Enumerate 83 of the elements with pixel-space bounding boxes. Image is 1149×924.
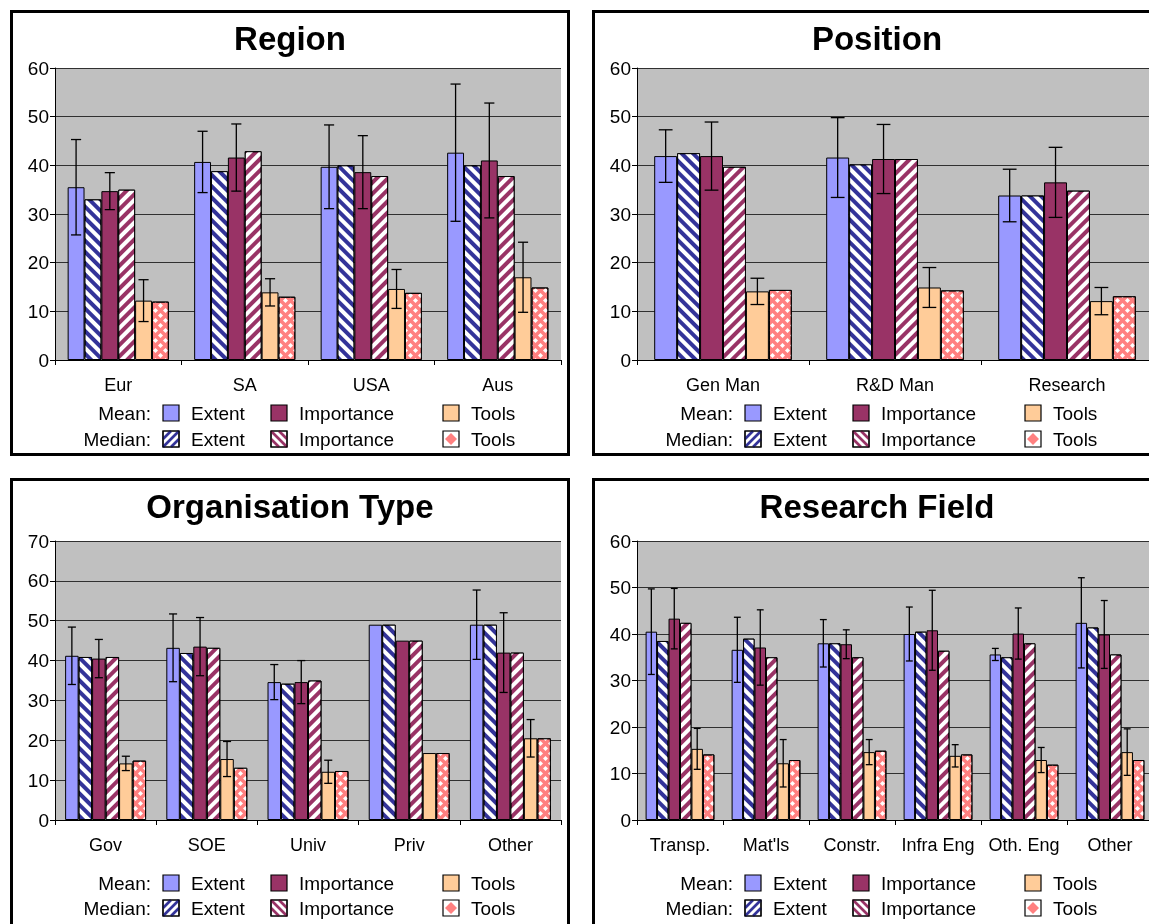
y-tick-label: 40 [609, 623, 631, 645]
y-tick-label: 0 [620, 809, 631, 831]
legend-label: Importance [299, 428, 395, 450]
legend-label: Tools [1053, 897, 1098, 919]
legend-label: Tools [471, 428, 516, 450]
x-tick-label: Transp. [649, 835, 711, 855]
text: Mean: [98, 402, 151, 424]
x-tick-label: Other [1087, 835, 1133, 855]
legend-label: Extent [773, 897, 828, 919]
legend-label: Extent [773, 402, 828, 424]
legend-label: Extent [773, 428, 828, 450]
y-tick-label: 60 [609, 57, 631, 79]
legend-label: Tools [1053, 428, 1098, 450]
text: Median: [665, 897, 733, 919]
x-tick-label: Eur [104, 375, 133, 395]
x-tick-label: Univ [289, 835, 327, 855]
legend-label: Extent [191, 872, 246, 894]
legend-label: Tools [1053, 872, 1098, 894]
text: Mean: [680, 402, 733, 424]
y-tick-label: 40 [27, 154, 49, 176]
legend-label: Tools [471, 402, 516, 424]
x-tick-label: Research [1028, 375, 1106, 395]
chart-title: Organisation Type [146, 488, 434, 525]
legend-label: Importance [881, 402, 977, 424]
y-tick-label: 50 [609, 577, 631, 598]
y-tick-label: 20 [27, 729, 49, 751]
legend-label: Tools [471, 872, 516, 894]
y-tick-label: 40 [27, 650, 49, 672]
x-tick-label: R&D Man [855, 375, 935, 395]
y-tick-label: 10 [609, 300, 631, 322]
y-tick-label: 20 [609, 716, 631, 738]
text: Median: [83, 897, 151, 919]
legend-label: Importance [299, 897, 395, 919]
y-tick-label: 10 [27, 300, 49, 322]
y-tick-label: 20 [609, 252, 631, 274]
chart-title: Position [811, 20, 943, 57]
legend-label: Importance [881, 897, 977, 919]
legend-label: Tools [1053, 402, 1098, 424]
x-tick-label: Aus [482, 375, 514, 395]
x-tick-label: Other [487, 835, 533, 855]
y-tick-label: 20 [27, 252, 49, 274]
y-tick-label: 60 [27, 57, 49, 79]
y-tick-label: 0 [38, 809, 49, 831]
y-tick-label: 40 [609, 154, 631, 176]
legend-label: Extent [191, 402, 246, 424]
y-tick-label: 60 [609, 530, 631, 552]
x-tick-label: Constr. [823, 835, 881, 855]
chart-title: Region [234, 20, 346, 57]
y-tick-label: 30 [27, 203, 49, 225]
text: Mean: [98, 872, 151, 894]
x-tick-label: Gov [89, 835, 123, 855]
y-tick-label: 30 [27, 689, 49, 711]
text: Median: [83, 428, 151, 450]
y-tick-label: 30 [609, 203, 631, 225]
x-tick-label: Priv [393, 835, 425, 855]
legend-label: Importance [299, 872, 395, 894]
legend-label: Importance [881, 428, 977, 450]
y-tick-label: 0 [38, 349, 49, 371]
y-tick-label: 30 [609, 670, 631, 691]
y-tick-label: 10 [27, 769, 49, 791]
x-tick-label: Mat'ls [742, 835, 790, 855]
legend-label: Importance [299, 402, 395, 424]
x-tick-label: SA [232, 375, 257, 395]
legend-label: Tools [471, 897, 516, 919]
legend-label: Extent [773, 872, 828, 894]
x-tick-label: Gen Man [685, 375, 761, 395]
text: Median: [665, 428, 733, 450]
legend-label: Importance [881, 872, 977, 894]
y-tick-label: 10 [609, 763, 631, 784]
chart-title: Research Field [759, 488, 995, 525]
legend-label: Extent [191, 428, 246, 450]
y-tick-label: 50 [609, 106, 631, 128]
x-tick-label: Oth. Eng [988, 835, 1060, 855]
x-tick-label: SOE [187, 835, 226, 855]
y-tick-label: 70 [27, 530, 49, 552]
text: Mean: [680, 872, 733, 894]
y-tick-label: 50 [27, 610, 49, 632]
x-tick-label: Infra Eng [901, 835, 975, 855]
legend-label: Extent [191, 897, 246, 919]
y-tick-label: 0 [620, 349, 631, 371]
x-tick-label: USA [352, 375, 390, 395]
y-tick-label: 50 [27, 106, 49, 128]
y-tick-label: 60 [27, 570, 49, 592]
